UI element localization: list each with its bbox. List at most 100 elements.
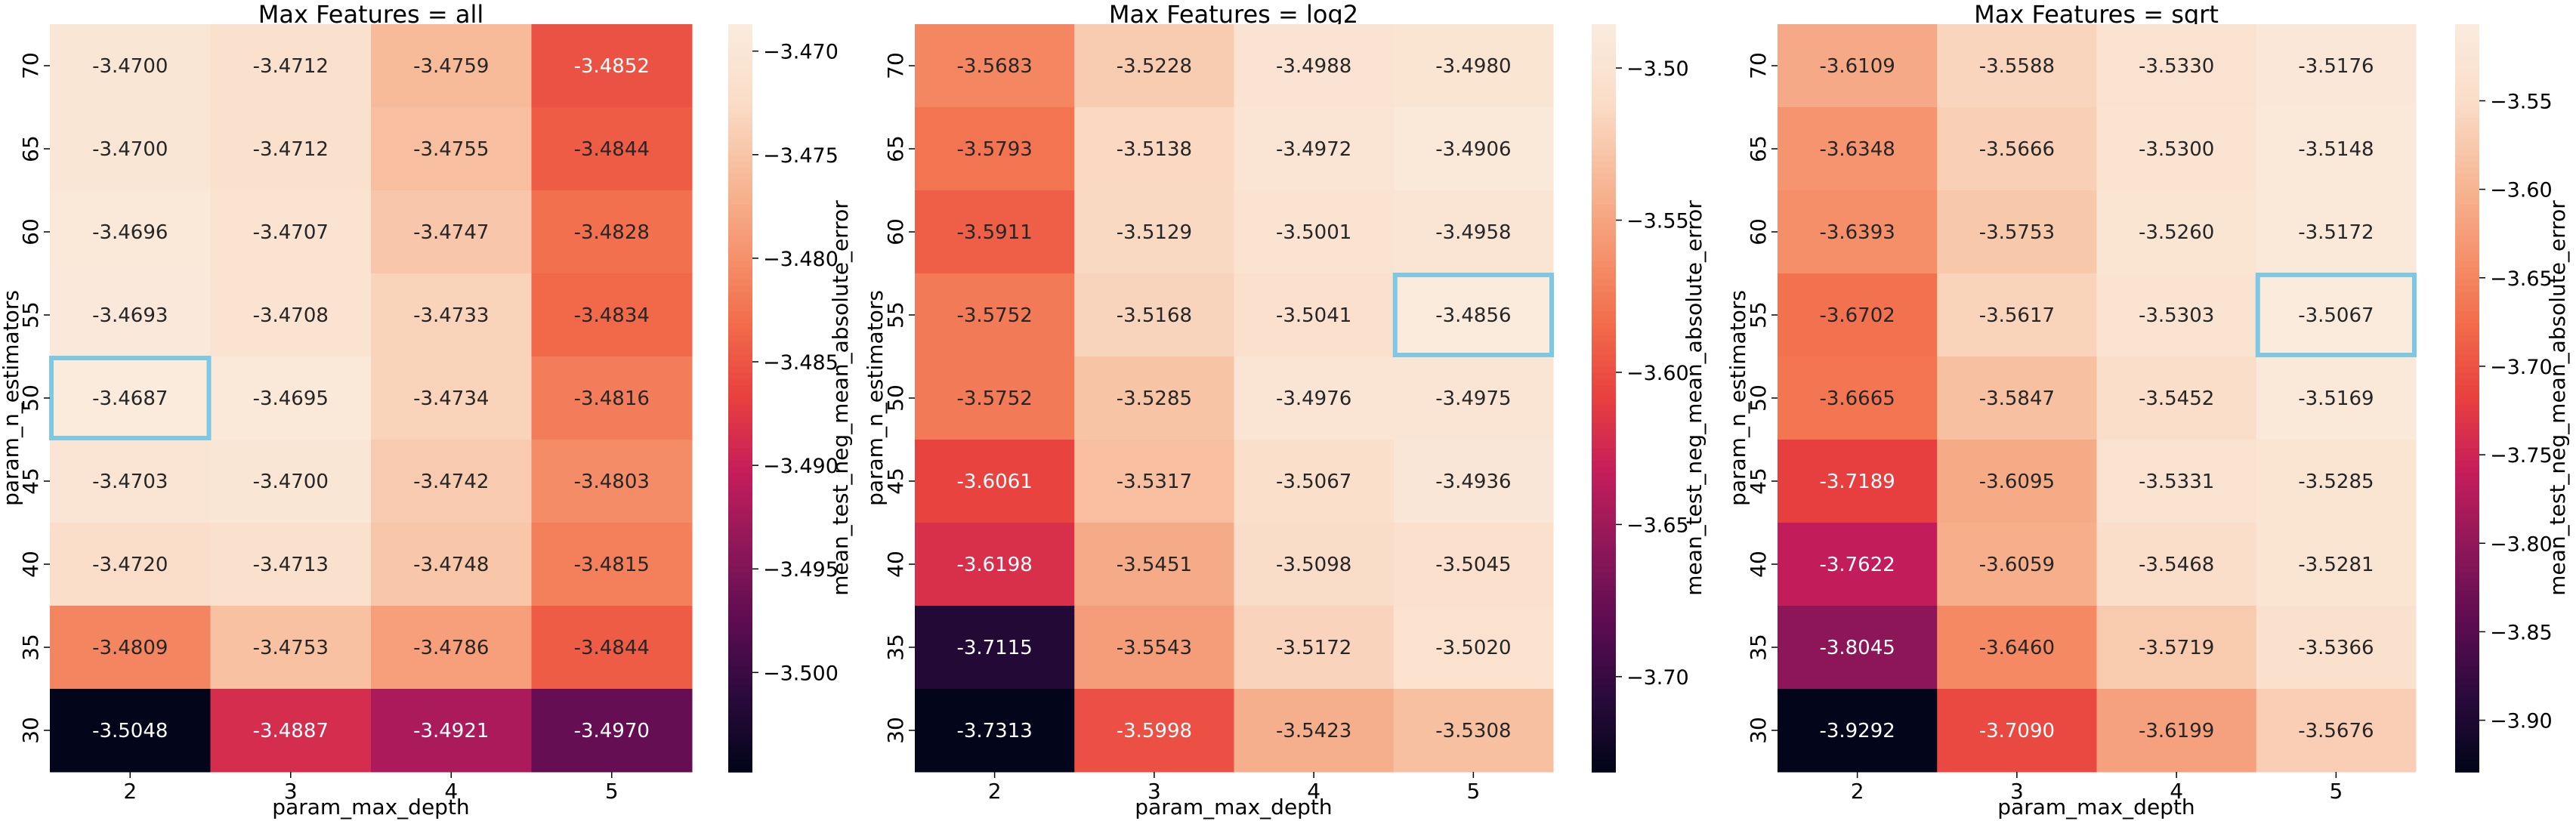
colorbar-segment — [728, 529, 752, 536]
colorbar-segment — [2455, 236, 2479, 243]
colorbar-segment — [2455, 448, 2479, 455]
x-tick-label: 2 — [123, 779, 137, 804]
cell-value-label: -3.4696 — [92, 221, 168, 244]
heatmap-cell — [915, 440, 1075, 523]
colorbar-segment — [728, 136, 752, 144]
colorbar-segment — [728, 715, 752, 723]
colorbar-segment — [728, 310, 752, 318]
colorbar-tick-label: −3.475 — [763, 144, 839, 168]
colorbar-segment — [2455, 36, 2479, 44]
colorbar-segment — [2455, 510, 2479, 517]
colorbar-segment — [2455, 261, 2479, 268]
colorbar-segment — [1592, 554, 1616, 561]
colorbar-segment — [2455, 86, 2479, 94]
heatmap-cell — [371, 24, 532, 108]
heatmap-cell — [2256, 440, 2417, 523]
cell-value-label: -3.4975 — [1435, 387, 1511, 410]
heatmap-cell — [1778, 606, 1938, 690]
cell-value-label: -3.5138 — [1117, 138, 1192, 161]
cell-value-label: -3.4753 — [253, 637, 329, 659]
colorbar-segment — [1592, 640, 1616, 648]
colorbar-segment — [1592, 516, 1616, 523]
heatmap-panel-log2: Max Features = log2 param_n_estimators p… — [863, 0, 1707, 819]
heatmap-cell — [2096, 440, 2257, 523]
x-tick-label: 3 — [2010, 779, 2024, 804]
colorbar-segment — [728, 491, 752, 498]
cell-value-label: -3.5911 — [956, 221, 1032, 244]
colorbar-segment — [1592, 541, 1616, 548]
colorbar-segment — [728, 404, 752, 412]
colorbar-segment — [2455, 310, 2479, 318]
colorbar-segment — [1592, 161, 1616, 168]
colorbar-segment — [728, 335, 752, 343]
cell-value-label: -3.6059 — [1979, 554, 2055, 576]
colorbar-segment — [1592, 248, 1616, 256]
colorbar-segment — [728, 217, 752, 224]
colorbar-segment — [1592, 548, 1616, 555]
cell-value-label: -3.7622 — [1819, 554, 1895, 576]
y-axis-label: param_n_estimators — [1725, 290, 1750, 506]
colorbar-segment — [1592, 479, 1616, 486]
colorbar-segment — [2455, 665, 2479, 673]
heatmap-cell — [1778, 689, 1938, 773]
heatmap-cell — [371, 689, 532, 773]
colorbar-segment — [2455, 529, 2479, 536]
heatmap-cell — [210, 273, 372, 357]
y-tick-label: 70 — [883, 52, 908, 79]
colorbar-segment — [728, 603, 752, 611]
colorbar-segment — [1592, 279, 1616, 287]
colorbar-segment — [1592, 765, 1616, 773]
colorbar-segment — [1592, 672, 1616, 680]
colorbar-segment — [728, 279, 752, 287]
cell-value-label: -3.4958 — [1435, 221, 1511, 244]
colorbar-segment — [728, 722, 752, 730]
colorbar-segment — [2455, 80, 2479, 88]
colorbar-segment — [1592, 199, 1616, 206]
colorbar-segment — [2455, 298, 2479, 306]
colorbar-segment — [728, 678, 752, 686]
colorbar-segment — [728, 765, 752, 773]
colorbar-segment — [2455, 61, 2479, 69]
cell-value-label: -3.4700 — [92, 138, 168, 161]
colorbar-segment — [1592, 323, 1616, 331]
y-tick-label: 70 — [1746, 52, 1771, 79]
colorbar-segment — [1592, 292, 1616, 299]
colorbar-segment — [1592, 659, 1616, 667]
best-cell-highlight — [1392, 273, 1554, 357]
heatmap-cell — [531, 107, 693, 191]
colorbar-segment — [728, 441, 752, 449]
cell-value-label: -3.4816 — [574, 387, 650, 410]
heatmap-cell — [1937, 356, 2097, 440]
cell-value-label: -3.4708 — [253, 304, 329, 327]
colorbar-segment — [1592, 111, 1616, 119]
colorbar-segment — [2455, 130, 2479, 137]
cell-value-label: -3.5285 — [1117, 387, 1192, 410]
cell-value-label: -3.5228 — [1117, 55, 1192, 78]
cell-value-label: -3.4707 — [253, 221, 329, 244]
panel-title: Max Features = all — [258, 0, 483, 29]
colorbar-segment — [728, 566, 752, 573]
colorbar-segment — [728, 498, 752, 505]
colorbar-segment — [728, 385, 752, 393]
colorbar-segment — [728, 747, 752, 755]
cell-value-label: -3.5423 — [1276, 720, 1351, 742]
colorbar-segment — [728, 659, 752, 667]
cell-value-label: -3.4936 — [1435, 471, 1511, 493]
cell-value-label: -3.5543 — [1117, 637, 1192, 659]
colorbar-segment — [1592, 124, 1616, 131]
colorbar-segment — [2455, 285, 2479, 293]
colorbar-segment — [728, 541, 752, 548]
colorbar-segment — [728, 697, 752, 705]
y-tick-label: 55 — [18, 301, 43, 329]
colorbar-segment — [728, 516, 752, 523]
colorbar-segment — [728, 616, 752, 623]
colorbar-segment — [2455, 111, 2479, 119]
cell-value-label: -3.5752 — [956, 304, 1032, 327]
x-tick-label: 4 — [444, 779, 458, 804]
cell-value-label: -3.5452 — [2139, 387, 2214, 410]
heatmap-cell — [2256, 24, 2417, 108]
cell-value-label: -3.6198 — [956, 554, 1032, 576]
cell-value-label: -3.4786 — [413, 637, 489, 659]
heatmap-cell — [50, 606, 211, 690]
